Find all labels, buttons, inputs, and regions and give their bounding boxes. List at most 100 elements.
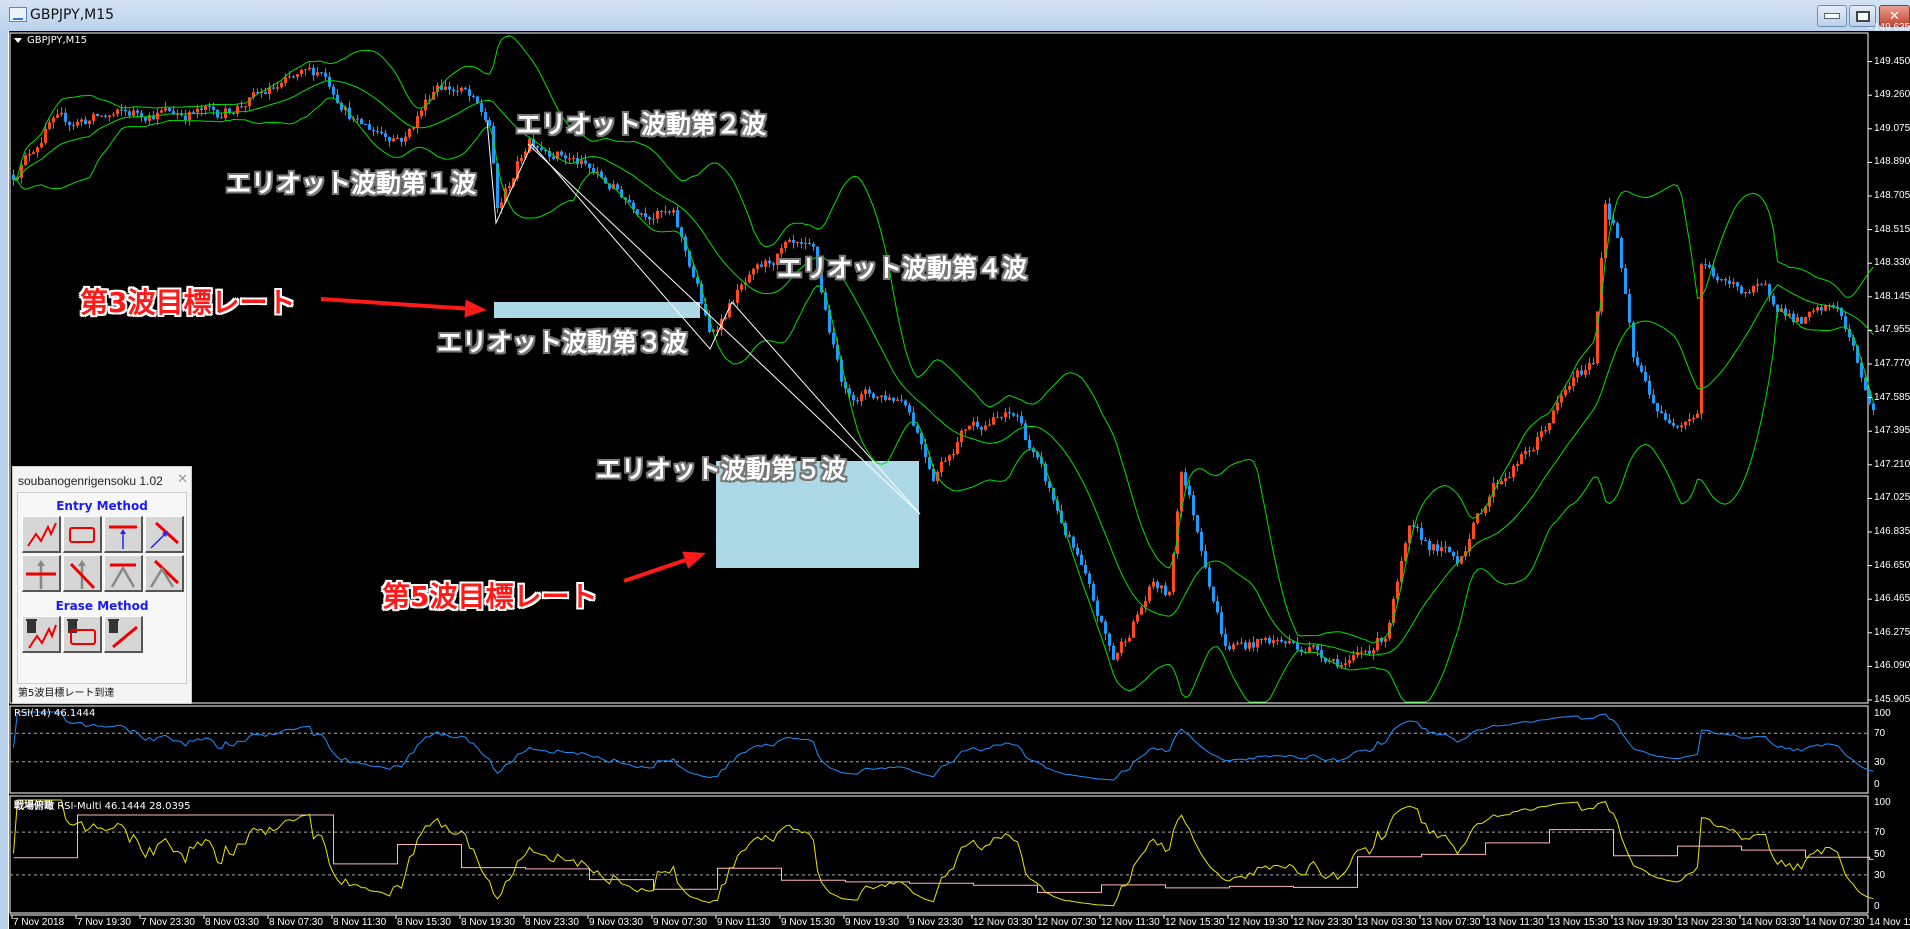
entry-trendline-break-button[interactable] [145, 516, 184, 553]
candle [120, 103, 123, 117]
chart-area[interactable] [8, 31, 1910, 929]
candle-body [584, 160, 587, 164]
candle-body [884, 395, 887, 400]
candle-body [1732, 282, 1735, 284]
candle [1308, 641, 1311, 654]
entry-horizontal-break-button[interactable] [104, 516, 143, 553]
panel-close-button[interactable]: ✕ [177, 472, 188, 487]
candle [228, 107, 231, 115]
rsi-multi-panel-border [9, 795, 1869, 914]
candle [1296, 636, 1299, 652]
candle [1240, 637, 1243, 645]
candle [376, 125, 379, 135]
candle [124, 105, 127, 116]
candle-body [500, 202, 503, 208]
candle [1828, 303, 1831, 311]
candle [956, 437, 959, 456]
candle-body [1140, 607, 1143, 615]
candle-body [724, 317, 727, 319]
candle [1532, 447, 1535, 452]
candle [668, 210, 671, 215]
candle [1736, 281, 1739, 291]
entry-zigzag-button[interactable] [22, 516, 61, 553]
candle-body [128, 111, 131, 116]
candle [456, 85, 459, 97]
candle [560, 149, 563, 157]
candle-body [1216, 601, 1219, 613]
time-tick-label: 14 Nov 07:30 [1805, 917, 1865, 928]
entry-rectangle-button[interactable] [63, 516, 102, 553]
candle-body [1404, 543, 1407, 561]
candle [1188, 480, 1191, 499]
erase-zigzag-button[interactable] [22, 616, 61, 653]
candle-body [332, 86, 335, 95]
candle [140, 109, 143, 122]
candle-body [644, 213, 647, 217]
candle-body [1772, 295, 1775, 305]
candle-body [28, 153, 31, 156]
candle [988, 419, 991, 427]
candle [252, 88, 255, 100]
rsi-panel-border [9, 705, 1869, 794]
erase-line-button[interactable] [104, 616, 143, 653]
price-tick-label: 146.650 [1874, 559, 1910, 571]
candle-body [52, 117, 55, 123]
candle [1524, 446, 1527, 460]
rsi-level-label: 100 [1874, 708, 1891, 719]
candle-body [1144, 600, 1147, 608]
window-title: GBPJPY,M15 [30, 7, 115, 23]
restore-icon [1855, 10, 1870, 22]
candle [484, 108, 487, 123]
candle-body [840, 359, 843, 382]
entry-trendline-reject-button[interactable] [145, 555, 184, 592]
candle [448, 81, 451, 95]
candle-body [1012, 413, 1015, 416]
candle-body [980, 426, 983, 430]
time-tick-label: 13 Nov 07:30 [1421, 917, 1481, 928]
candle-body [580, 160, 583, 165]
candle-body [1756, 284, 1759, 287]
candle [300, 68, 303, 78]
candle-body [908, 405, 911, 413]
wave2-label: エリオット波動第２波 [516, 110, 767, 139]
candle-body [488, 119, 491, 126]
candle-body [1204, 550, 1207, 568]
rsi-multi-prefix: 戦場俯瞰 [14, 801, 54, 812]
candle-body [456, 90, 459, 92]
candle [768, 256, 771, 268]
maximize-button[interactable] [1849, 5, 1876, 27]
time-tick-label: 12 Nov 19:30 [1229, 917, 1289, 928]
candle-body [532, 139, 535, 147]
candle-body [1684, 421, 1687, 426]
arrow-head [682, 551, 706, 569]
candle-body [68, 121, 71, 125]
candle-body [160, 110, 163, 113]
candle-body [660, 210, 663, 212]
symbol-dropdown[interactable]: GBPJPY,M15 [14, 35, 87, 46]
candle [1640, 362, 1643, 374]
candle-body [284, 77, 287, 83]
entry-horizontal-cross-button[interactable] [22, 555, 61, 592]
minimize-button[interactable] [1817, 5, 1847, 27]
candle [292, 75, 295, 79]
candle [1356, 646, 1359, 659]
price-tick-label: 148.705 [1874, 190, 1910, 201]
candle-body [120, 109, 123, 111]
candle-body [1252, 642, 1255, 648]
candle [788, 237, 791, 243]
entry-horizontal-reject-button[interactable] [104, 555, 143, 592]
entry-trendline-cross-button[interactable] [63, 555, 102, 592]
candle [748, 270, 751, 284]
candle [1072, 535, 1075, 551]
candle-body [1740, 286, 1743, 294]
candle-body [1376, 637, 1379, 651]
candle [752, 267, 755, 280]
time-tick-label: 12 Nov 15:30 [1165, 917, 1225, 928]
candle-body [596, 171, 599, 173]
candle-body [1460, 556, 1463, 564]
candle [848, 384, 851, 399]
candle [1836, 301, 1839, 313]
candle [760, 261, 763, 268]
erase-rectangle-button[interactable] [63, 616, 102, 653]
